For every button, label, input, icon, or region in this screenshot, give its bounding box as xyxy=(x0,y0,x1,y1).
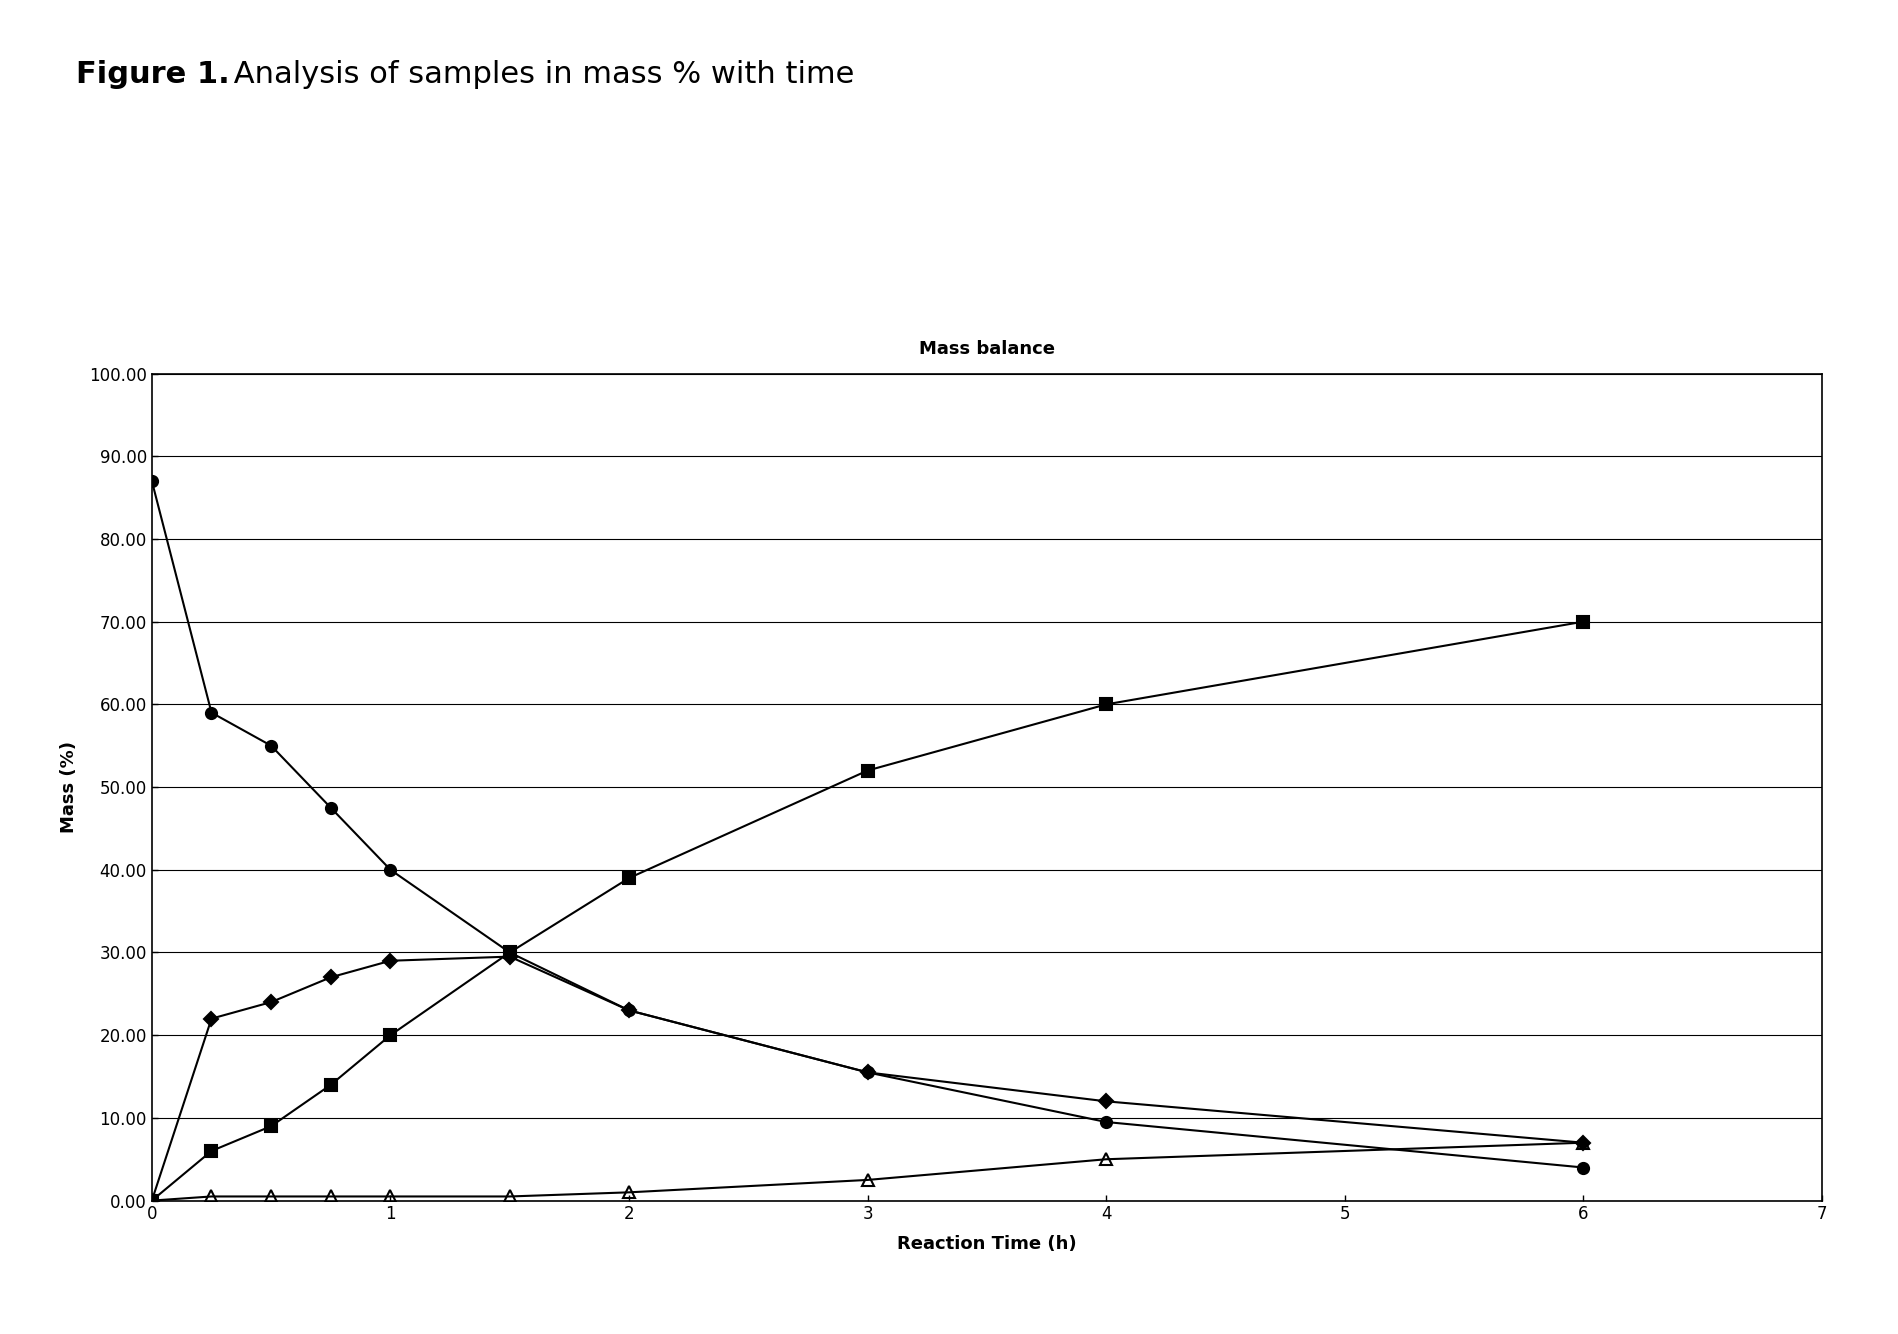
Text: Analysis of samples in mass % with time: Analysis of samples in mass % with time xyxy=(224,60,854,89)
Title: Mass balance: Mass balance xyxy=(919,340,1055,358)
X-axis label: Reaction Time (h): Reaction Time (h) xyxy=(898,1234,1076,1253)
Y-axis label: Mass (%): Mass (%) xyxy=(61,742,78,832)
Text: Figure 1.: Figure 1. xyxy=(76,60,230,89)
